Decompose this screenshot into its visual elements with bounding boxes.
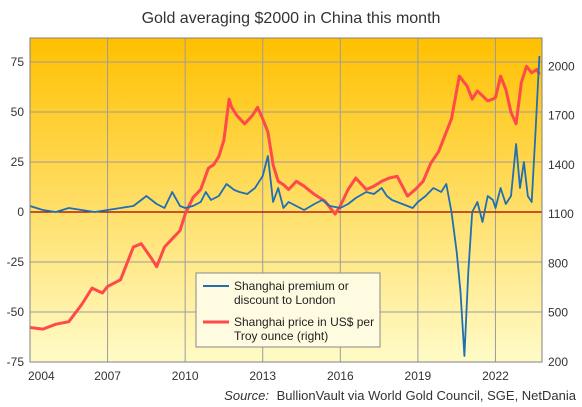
y-right-tick-label: 1100: [548, 207, 574, 221]
left-axis-ticks: 75 50 25 0 -25 -50 -75: [7, 55, 25, 369]
plot-border: [29, 37, 543, 363]
y-left-tick-label: 75: [11, 55, 25, 69]
x-tick-label: 2004: [28, 369, 55, 383]
y-left-tick-label: 25: [11, 155, 25, 169]
y-left-tick-label: -75: [7, 355, 25, 369]
legend: Shanghai premium or discount to London S…: [195, 272, 381, 348]
series-line-shanghai-price: [30, 64, 541, 331]
x-tick-label: 2007: [94, 369, 121, 383]
legend-label-price-line1: Shanghai price in US$ per: [234, 315, 374, 329]
y-left-tick-label: 0: [17, 205, 24, 219]
x-tick-label: 2022: [482, 369, 509, 383]
legend-label-premium-line1: Shanghai premium or: [234, 279, 349, 293]
y-left-tick-label: -50: [7, 305, 25, 319]
x-tick-label: 2013: [249, 369, 276, 383]
y-right-tick-label: 2000: [548, 59, 575, 73]
y-right-tick-label: 1400: [548, 158, 575, 172]
source-label: Source:: [224, 388, 269, 403]
source-text: BullionVault via World Gold Council, SGE…: [277, 388, 577, 403]
x-tick-label: 2016: [327, 369, 354, 383]
legend-label-premium-line2: discount to London: [234, 293, 335, 307]
x-tick-label: 2019: [405, 369, 432, 383]
y-right-tick-label: 800: [548, 256, 568, 270]
chart-title: Gold averaging $2000 in China this month: [142, 10, 441, 27]
x-tick-label: 2010: [172, 369, 199, 383]
y-right-tick-label: 500: [548, 306, 568, 320]
y-left-tick-label: 50: [11, 105, 25, 119]
x-axis-ticks: 2004 2007 2010 2013 2016 2019 2022: [28, 369, 509, 383]
legend-label-price-line2: Troy ounce (right): [234, 329, 328, 343]
y-right-tick-label: 1700: [548, 109, 575, 123]
y-left-tick-label: -25: [7, 255, 25, 269]
source-note: Source: BullionVault via World Gold Coun…: [224, 388, 577, 403]
y-right-tick-label: 200: [548, 355, 568, 369]
right-axis-ticks: 2000 1700 1400 1100 800 500 200: [548, 59, 575, 369]
series-line-shanghai-premium: [30, 55, 541, 357]
